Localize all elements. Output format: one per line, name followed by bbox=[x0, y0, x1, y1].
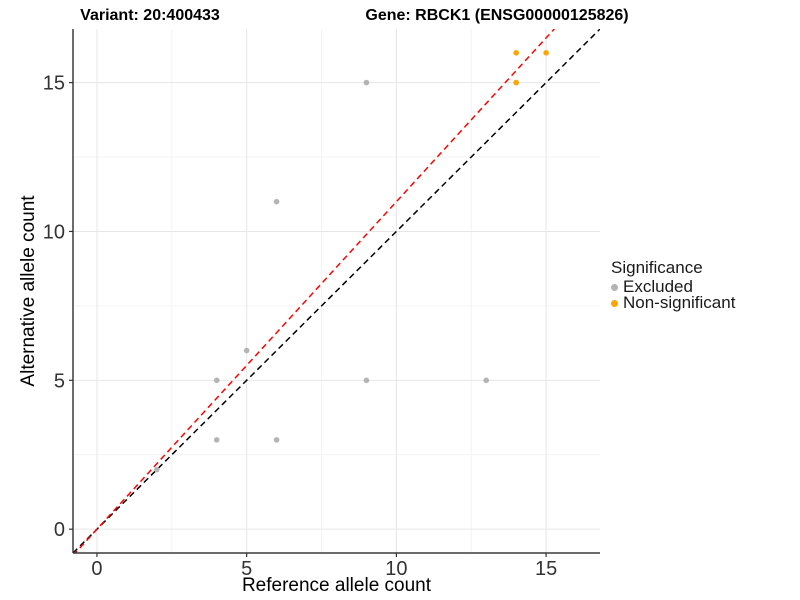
legend-item-label: Excluded bbox=[623, 277, 693, 296]
data-point-non-significant bbox=[513, 79, 519, 86]
y-tick-label: 10 bbox=[43, 221, 65, 243]
x-tick-label: 5 bbox=[241, 558, 252, 580]
y-tick-label: 15 bbox=[43, 73, 65, 95]
data-point-non-significant bbox=[513, 50, 519, 56]
fit-line bbox=[74, 29, 556, 553]
x-tick-label: 0 bbox=[91, 558, 102, 580]
data-point-excluded bbox=[483, 377, 490, 384]
non-significant-dot-icon bbox=[611, 299, 618, 307]
data-point-excluded bbox=[363, 377, 370, 384]
data-point-excluded bbox=[213, 437, 220, 443]
gene-title: Gene: RBCK1 (ENSG00000125826) bbox=[365, 7, 629, 24]
y-tick-label: 5 bbox=[54, 370, 65, 392]
data-point-excluded bbox=[273, 437, 280, 443]
x-tick-label: 15 bbox=[535, 558, 557, 580]
variant-title: Variant: 20:400433 bbox=[80, 7, 220, 24]
legend-item-excluded: Excluded bbox=[611, 277, 735, 296]
x-axis-title: Reference allele count bbox=[242, 575, 432, 596]
y-axis-title: Alternative allele count bbox=[18, 195, 39, 387]
legend-item-label: Non-significant bbox=[623, 293, 736, 312]
legend-title: Significance bbox=[611, 258, 703, 277]
data-point-excluded bbox=[363, 79, 370, 86]
data-point-excluded bbox=[213, 377, 220, 384]
data-point-non-significant bbox=[543, 50, 549, 56]
legend: Significance Excluded Non-significant bbox=[611, 256, 735, 311]
y-tick-label: 0 bbox=[54, 519, 65, 541]
data-point-excluded bbox=[273, 198, 280, 205]
data-point-excluded bbox=[243, 347, 250, 354]
excluded-dot-icon bbox=[611, 283, 618, 291]
x-tick-label: 10 bbox=[385, 558, 407, 580]
identity-line bbox=[73, 29, 600, 553]
data-point-excluded bbox=[154, 466, 160, 473]
legend-item-non-significant: Non-significant bbox=[611, 293, 736, 312]
